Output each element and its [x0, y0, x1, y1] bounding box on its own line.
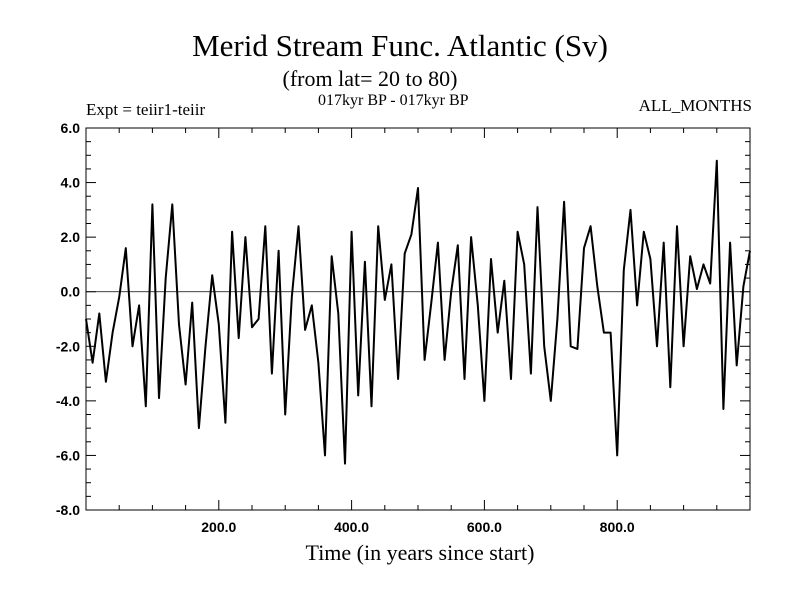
y-tick-label: 6.0 [61, 120, 81, 136]
months-label: ALL_MONTHS [638, 96, 752, 115]
x-axis-label: Time (in years since start) [305, 540, 535, 565]
chart-title: Merid Stream Func. Atlantic (Sv) [192, 28, 608, 63]
y-tick-label: -6.0 [56, 447, 80, 463]
x-tick-label: 600.0 [467, 519, 502, 535]
y-tick-label: -2.0 [56, 338, 80, 354]
y-tick-label: 0.0 [61, 284, 81, 300]
x-tick-label: 800.0 [600, 519, 635, 535]
x-tick-label: 400.0 [334, 519, 369, 535]
y-tick-label: -4.0 [56, 393, 80, 409]
experiment-label: Expt = teiir1-teiir [86, 100, 206, 119]
chart-subtitle: (from lat= 20 to 80) [282, 66, 458, 91]
y-tick-label: -8.0 [56, 502, 80, 518]
period-label: 017kyr BP - 017kyr BP [318, 92, 469, 109]
series-line [85, 159, 751, 465]
y-tick-label: 2.0 [61, 229, 81, 245]
y-tick-label: 4.0 [61, 175, 81, 191]
plot-frame [85, 127, 751, 511]
x-tick-label: 200.0 [201, 519, 236, 535]
